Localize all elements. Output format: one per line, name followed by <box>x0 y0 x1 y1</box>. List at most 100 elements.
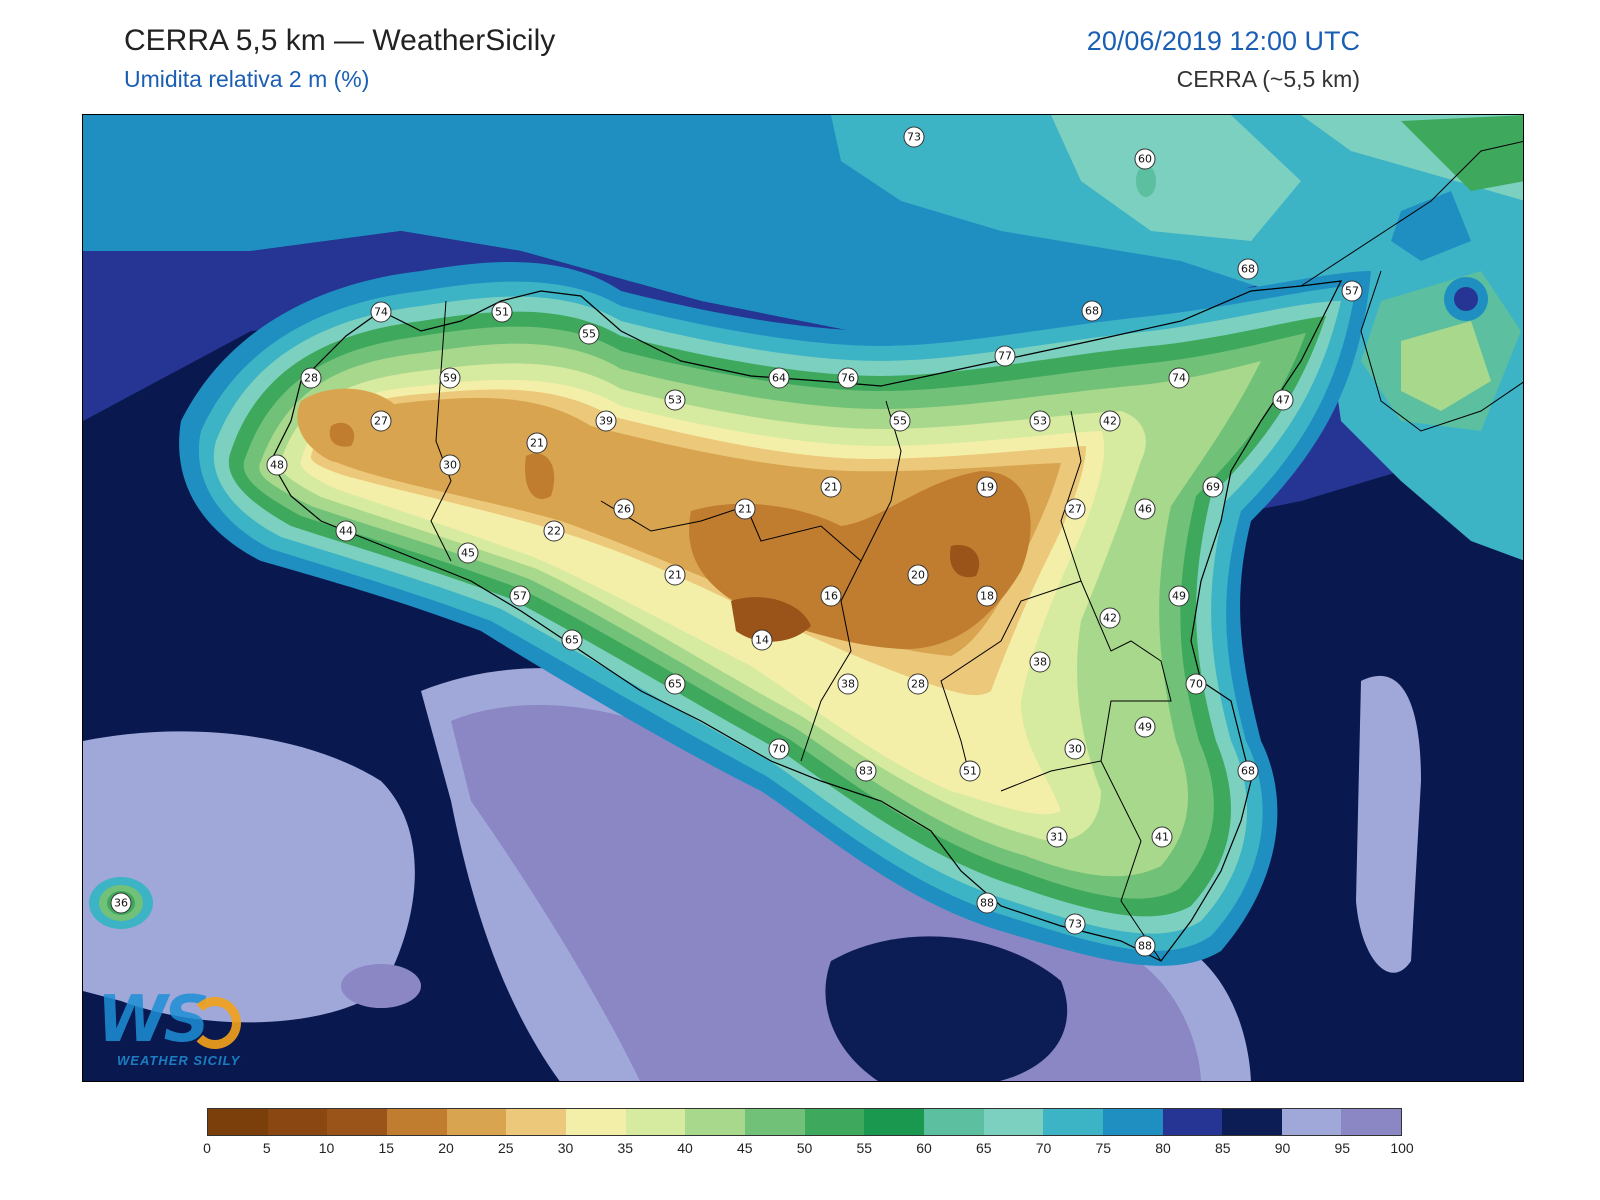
station-value: 46 <box>1138 503 1152 516</box>
colorbar-segment <box>983 1109 1044 1135</box>
station-dot <box>526 432 548 454</box>
station-value: 22 <box>547 525 561 538</box>
colorbar-segment <box>386 1109 447 1135</box>
station-dot <box>768 367 790 389</box>
colorbar <box>207 1108 1402 1136</box>
station-marker: 59 <box>439 367 461 389</box>
colorbar-tick-label: 40 <box>677 1140 693 1156</box>
station-dot <box>1064 913 1086 935</box>
station-value: 53 <box>1033 415 1047 428</box>
station-value: 30 <box>443 459 457 472</box>
station-value: 42 <box>1103 415 1117 428</box>
station-value: 48 <box>270 459 284 472</box>
station-dot <box>903 126 925 148</box>
station-dot <box>1185 673 1207 695</box>
station-value: 21 <box>738 503 752 516</box>
station-marker: 28 <box>300 367 322 389</box>
colorbar-tick-label: 65 <box>975 1140 992 1156</box>
station-value: 41 <box>1155 831 1169 844</box>
station-value: 70 <box>1189 678 1203 691</box>
model-label: CERRA (~5,5 km) <box>1176 66 1360 92</box>
station-dot <box>751 629 773 651</box>
colorbar-segment <box>327 1109 387 1135</box>
station-dot <box>1029 410 1051 432</box>
station-dot <box>1134 498 1156 520</box>
station-value: 44 <box>339 525 353 538</box>
station-value: 39 <box>599 415 613 428</box>
station-value: 16 <box>824 590 838 603</box>
colorbar-segment <box>506 1109 566 1135</box>
station-value: 74 <box>1172 372 1186 385</box>
station-dot <box>595 410 617 432</box>
station-value: 19 <box>980 481 994 494</box>
station-dot <box>1064 738 1086 760</box>
station-dot <box>664 673 686 695</box>
station-marker: 14 <box>751 629 773 651</box>
station-marker: 44 <box>335 520 357 542</box>
station-dot <box>976 585 998 607</box>
colorbar-tick-label: 50 <box>796 1140 813 1156</box>
station-marker: 83 <box>855 760 877 782</box>
station-dot <box>491 301 513 323</box>
station-dot <box>1134 935 1156 957</box>
station-value: 45 <box>461 547 475 560</box>
station-marker: 21 <box>734 498 756 520</box>
colorbar-tick-label: 0 <box>203 1140 211 1156</box>
station-marker: 22 <box>543 520 565 542</box>
station-value: 21 <box>824 481 838 494</box>
station-value: 47 <box>1276 394 1290 407</box>
colorbar-segment <box>1281 1109 1342 1135</box>
station-dot <box>994 345 1016 367</box>
station-marker: 69 <box>1202 476 1224 498</box>
colorbar-tick-label: 85 <box>1214 1140 1231 1156</box>
station-marker: 64 <box>768 367 790 389</box>
colorbar-tick-label: 75 <box>1095 1140 1112 1156</box>
colorbar-segment <box>804 1109 865 1135</box>
map-panel: 73 60 68 57 68 74 51 55 77 28 59 64 76 74 53 47 27 39 55 53… <box>82 114 1524 1082</box>
colorbar-segment <box>685 1109 745 1135</box>
colorbar-tick-label: 70 <box>1035 1140 1052 1156</box>
station-value: 88 <box>1138 940 1152 953</box>
station-value: 65 <box>668 678 682 691</box>
station-dot <box>457 542 479 564</box>
colorbar-tick-label: 5 <box>262 1140 271 1156</box>
station-marker: 73 <box>903 126 925 148</box>
station-value: 77 <box>998 350 1012 363</box>
station-marker: 88 <box>976 892 998 914</box>
station-dot <box>561 629 583 651</box>
station-value: 83 <box>859 765 873 778</box>
station-value: 64 <box>772 372 786 385</box>
station-marker: 16 <box>820 585 842 607</box>
colorbar-segment <box>1102 1109 1163 1135</box>
colorbar-tick-label: 90 <box>1274 1140 1291 1156</box>
station-dot <box>976 892 998 914</box>
station-value: 57 <box>1345 285 1359 298</box>
colorbar-segment <box>1341 1109 1402 1135</box>
station-dot <box>820 585 842 607</box>
station-marker: 74 <box>1168 367 1190 389</box>
station-dot <box>1081 300 1103 322</box>
station-marker: 65 <box>561 629 583 651</box>
station-marker: 21 <box>664 564 686 586</box>
station-dot <box>1237 258 1259 280</box>
station-marker: 70 <box>768 738 790 760</box>
station-value: 42 <box>1103 612 1117 625</box>
station-marker: 77 <box>994 345 1016 367</box>
station-value: 38 <box>841 678 855 691</box>
station-dot <box>370 410 392 432</box>
station-value: 55 <box>893 415 907 428</box>
station-dot <box>300 367 322 389</box>
colorbar-tick-label: 20 <box>438 1140 454 1156</box>
map-title: CERRA 5,5 km — WeatherSicily <box>124 24 556 57</box>
station-marker: 41 <box>1151 826 1173 848</box>
station-marker: 31 <box>1046 826 1068 848</box>
logo-text: WEATHER SICILY <box>117 1053 241 1068</box>
station-value: 28 <box>911 678 925 691</box>
colorbar-tick-label: 60 <box>916 1140 932 1156</box>
colorbar-segment <box>1222 1109 1282 1135</box>
station-value: 73 <box>907 131 921 144</box>
station-values-layer: 73 60 68 57 68 74 51 55 77 28 59 64 76 74 53 47 27 39 55 53… <box>110 126 1363 957</box>
colorbar-tick-label: 35 <box>617 1140 634 1156</box>
station-value: 68 <box>1241 263 1255 276</box>
station-dot <box>820 476 842 498</box>
